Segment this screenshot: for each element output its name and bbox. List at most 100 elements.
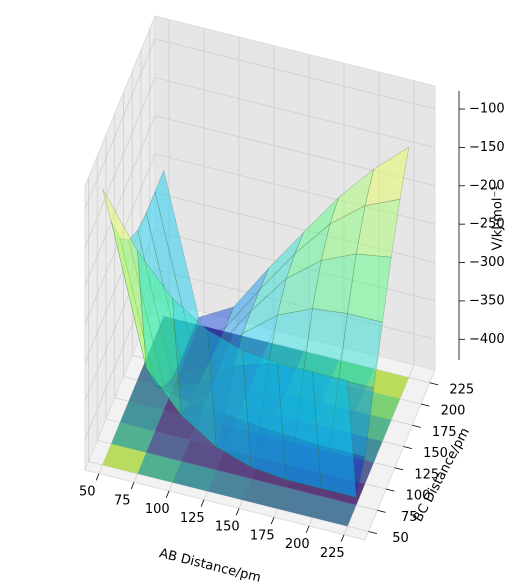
y-tick-label: 50 <box>392 531 409 546</box>
grid-line <box>84 154 156 325</box>
surface-cell <box>268 308 313 371</box>
surface-cell <box>215 289 261 349</box>
floor-contour-cell <box>312 496 357 527</box>
surface-cell <box>145 367 191 416</box>
floor-contour-cell <box>181 440 225 470</box>
floor-contour-cell <box>242 385 287 415</box>
floor-contour-cell <box>260 436 304 467</box>
tick-mark <box>420 403 430 407</box>
surface-cell <box>329 168 375 225</box>
floor-contour-cell <box>242 478 287 509</box>
back-pane <box>154 15 436 371</box>
floor-contour-cell <box>120 401 164 432</box>
floor-contour-cell <box>347 411 392 442</box>
floor-contour-cell <box>330 453 374 484</box>
tick-mark <box>385 488 395 492</box>
floor-contour-cell <box>260 342 304 373</box>
z-tick-label: −300 <box>469 255 505 270</box>
surface-cell <box>242 349 287 481</box>
tick-mark <box>340 534 345 542</box>
grid-line <box>84 77 156 248</box>
x-tick-label: 50 <box>79 485 96 500</box>
tick-mark <box>368 531 377 534</box>
floor-contour-cell <box>137 358 182 389</box>
floor-contour-cell <box>190 325 234 355</box>
tick-mark <box>403 446 412 449</box>
floor-contour-cell <box>111 422 155 453</box>
surface-cell <box>312 371 357 498</box>
grid-line <box>84 192 156 363</box>
floor-contour-cell <box>365 368 409 399</box>
surface-cell <box>110 221 156 386</box>
surface-cell <box>329 378 375 458</box>
y-tick-label: 200 <box>441 404 466 419</box>
floor-contour-cell <box>102 443 147 474</box>
floor-contour-cell <box>277 393 322 424</box>
floor-contour-cell <box>146 337 190 368</box>
floor-contour-cell <box>155 316 199 347</box>
floor-contour-cell <box>277 487 322 518</box>
surface-cell <box>355 198 401 258</box>
floor-contour-cell <box>286 372 330 403</box>
y-tick-label: 175 <box>432 425 457 440</box>
grid-line <box>84 38 156 210</box>
surface-cell <box>171 347 217 378</box>
floor-contour-cell <box>155 410 199 440</box>
surface-cell <box>207 310 252 368</box>
z-tick-label: −400 <box>469 332 505 347</box>
floor-contour-cell <box>321 475 365 505</box>
surface-cell <box>198 332 244 385</box>
floor-contour-cell <box>146 431 190 462</box>
z-tick-label: −100 <box>469 102 505 117</box>
floor-contour-cell <box>225 427 269 458</box>
z-tick-label: −200 <box>469 178 505 193</box>
y-tick-label: 75 <box>401 510 418 525</box>
floor-contour-cell <box>268 415 313 445</box>
surface-cell <box>180 402 226 448</box>
grid-line <box>84 269 156 440</box>
x-tick-label: 150 <box>215 520 240 535</box>
surface-cell <box>285 223 331 280</box>
surface-cell <box>277 362 322 489</box>
floor-contour-cell <box>216 355 260 385</box>
surface-cell <box>294 197 340 254</box>
grid-line <box>84 230 156 402</box>
x-tick-label: 175 <box>250 528 275 543</box>
floor-contour-cell <box>295 445 339 475</box>
x-tick-label: 200 <box>285 537 310 552</box>
surface-cell <box>189 306 235 340</box>
y-tick-label: 100 <box>406 489 431 504</box>
tick-mark <box>200 499 205 507</box>
x-axis-label: AB Distance/pm <box>158 546 263 584</box>
floor-contour-cell <box>286 466 330 497</box>
grid-line <box>154 268 436 340</box>
grid-line <box>154 230 436 302</box>
z-tick-label: −250 <box>469 217 505 232</box>
surface-cell <box>259 232 305 290</box>
floor-contour-cell <box>163 388 208 419</box>
floor-contour-cell <box>251 363 295 394</box>
surface-cell <box>233 314 278 367</box>
floor-contour-cell <box>207 470 252 500</box>
surface-cell <box>180 327 226 361</box>
tick-mark <box>235 508 240 516</box>
floor-contour-cell <box>207 376 252 407</box>
surface-cell <box>285 437 331 489</box>
y-tick-label: 125 <box>414 467 439 482</box>
x-tick-label: 100 <box>145 502 170 517</box>
floor-contour-cell <box>330 360 374 390</box>
floor-contour-cell <box>321 381 365 412</box>
surface-cell <box>224 363 270 428</box>
x-tick-label: 225 <box>320 546 345 561</box>
x-tick-label: 75 <box>114 493 131 508</box>
x-tick-label: 125 <box>180 511 205 526</box>
surface-cell <box>347 253 392 323</box>
surface-cell <box>303 308 348 380</box>
floor-contour-cell <box>181 346 225 377</box>
floor-contour-cell <box>137 452 182 483</box>
surface-cell <box>320 205 366 261</box>
tick-mark <box>130 482 135 490</box>
surface-cell <box>102 188 147 369</box>
floor-contour-cell <box>190 418 234 449</box>
